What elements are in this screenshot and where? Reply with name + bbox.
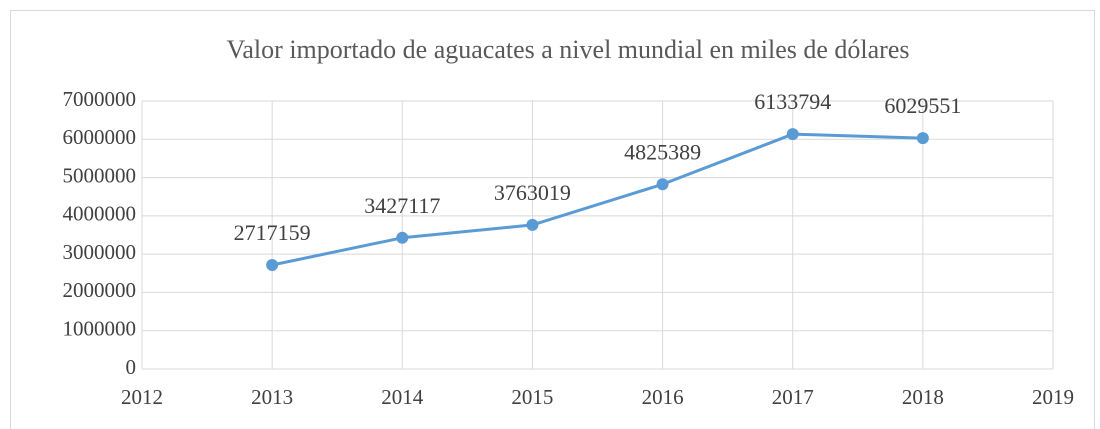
x-tick-label: 2014	[381, 385, 424, 409]
x-tick-label: 2015	[511, 385, 553, 409]
marker	[656, 178, 669, 191]
data-label: 6133794	[754, 89, 831, 114]
data-label: 3427117	[364, 193, 440, 218]
line	[271, 132, 923, 267]
y-tick-label: 4000000	[63, 202, 137, 226]
marker	[526, 218, 539, 231]
x-tick-label: 2019	[1032, 385, 1074, 409]
x-tick-label: 2017	[772, 385, 814, 409]
x-tick-label: 2018	[902, 385, 944, 409]
marker	[266, 258, 279, 271]
data-label: 6029551	[884, 93, 961, 118]
chart-title: Valor importado de aguacates a nivel mun…	[227, 35, 910, 64]
y-tick-label: 6000000	[63, 125, 137, 149]
y-tick-label: 2000000	[63, 278, 137, 302]
y-tick-label: 7000000	[63, 87, 137, 111]
data-label: 3763019	[494, 180, 571, 205]
y-tick-label: 5000000	[63, 163, 137, 187]
y-tick-label: 1000000	[63, 317, 137, 341]
y-tick-label: 3000000	[63, 240, 137, 264]
marker	[786, 128, 799, 141]
x-tick-label: 2016	[642, 385, 684, 409]
x-tick-label: 2012	[121, 385, 163, 409]
y-tick-label: 0	[126, 355, 137, 379]
data-label: 4825389	[624, 139, 701, 164]
x-tick-label: 2013	[251, 385, 293, 409]
marker	[916, 132, 929, 145]
data-label: 2717159	[234, 220, 311, 245]
marker	[396, 231, 409, 244]
